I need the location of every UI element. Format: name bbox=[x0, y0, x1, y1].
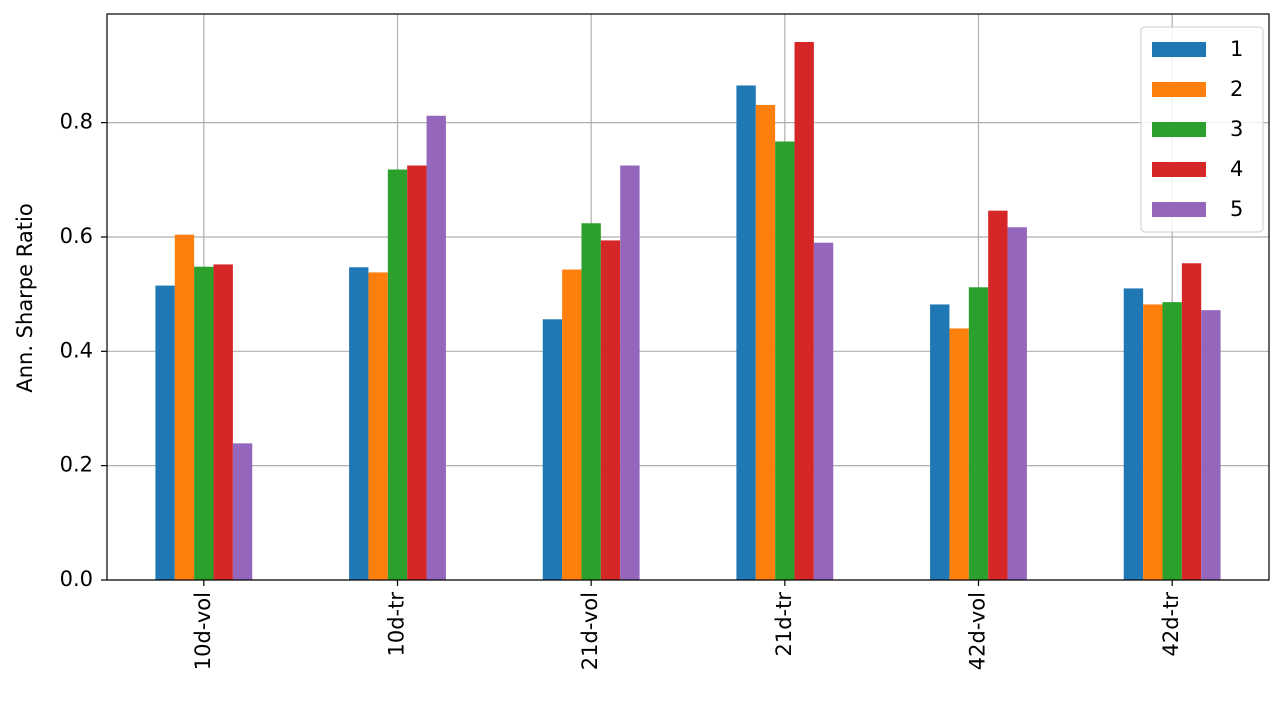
legend-label: 1 bbox=[1230, 37, 1243, 61]
bar bbox=[755, 104, 776, 581]
bar bbox=[988, 210, 1008, 580]
y-tick-label: 0.4 bbox=[60, 338, 93, 362]
legend-label: 5 bbox=[1230, 197, 1243, 221]
bar bbox=[1007, 227, 1027, 581]
bar bbox=[232, 443, 253, 580]
bar bbox=[1123, 288, 1144, 580]
x-tick-label: 21d-vol bbox=[578, 592, 602, 670]
bar bbox=[387, 169, 408, 580]
bar bbox=[155, 285, 175, 580]
bar bbox=[968, 287, 989, 580]
legend: 1 2 3 4 5 bbox=[1140, 26, 1264, 233]
x-tick-label: 42d-tr bbox=[1159, 592, 1183, 657]
bar bbox=[194, 266, 214, 580]
bar bbox=[174, 234, 195, 580]
y-tick-label: 0.2 bbox=[60, 453, 93, 477]
legend-label: 3 bbox=[1230, 117, 1243, 141]
x-tick-label: 42d-vol bbox=[966, 592, 990, 670]
legend-swatch bbox=[1152, 82, 1206, 97]
bar bbox=[600, 240, 621, 580]
legend-swatch bbox=[1152, 122, 1206, 137]
legend-swatch bbox=[1152, 202, 1206, 217]
bar bbox=[213, 264, 233, 580]
y-tick-label: 0.6 bbox=[60, 224, 93, 248]
bar bbox=[1181, 263, 1202, 580]
grid bbox=[107, 14, 1269, 581]
bar bbox=[1143, 304, 1163, 580]
legend-swatch bbox=[1152, 42, 1206, 57]
bar bbox=[775, 141, 795, 581]
bar bbox=[813, 242, 834, 580]
bar bbox=[349, 267, 369, 580]
y-tick-label: 0.8 bbox=[60, 110, 93, 134]
legend-swatch bbox=[1152, 162, 1206, 177]
x-tick-label: 10d-tr bbox=[385, 592, 409, 657]
bar bbox=[562, 269, 582, 580]
y-axis-label: Ann. Sharpe Ratio bbox=[13, 203, 37, 392]
bar bbox=[736, 85, 756, 580]
bar bbox=[620, 165, 640, 580]
bar bbox=[1162, 302, 1182, 580]
bar bbox=[542, 319, 563, 580]
bar bbox=[368, 272, 388, 580]
bar bbox=[426, 115, 446, 580]
legend-label: 2 bbox=[1230, 77, 1243, 101]
bar bbox=[949, 328, 969, 580]
y-tick-label: 0.0 bbox=[60, 567, 93, 591]
legend-label: 4 bbox=[1230, 157, 1243, 181]
plot-frame bbox=[106, 13, 1270, 581]
x-tick-label: 10d-vol bbox=[191, 592, 215, 670]
x-tick-label: 21d-tr bbox=[772, 592, 796, 657]
bar bbox=[794, 42, 814, 580]
bar bbox=[581, 223, 601, 581]
bar bbox=[407, 165, 427, 580]
bar bbox=[930, 304, 950, 580]
bar bbox=[1201, 310, 1221, 580]
bars bbox=[155, 42, 1221, 581]
